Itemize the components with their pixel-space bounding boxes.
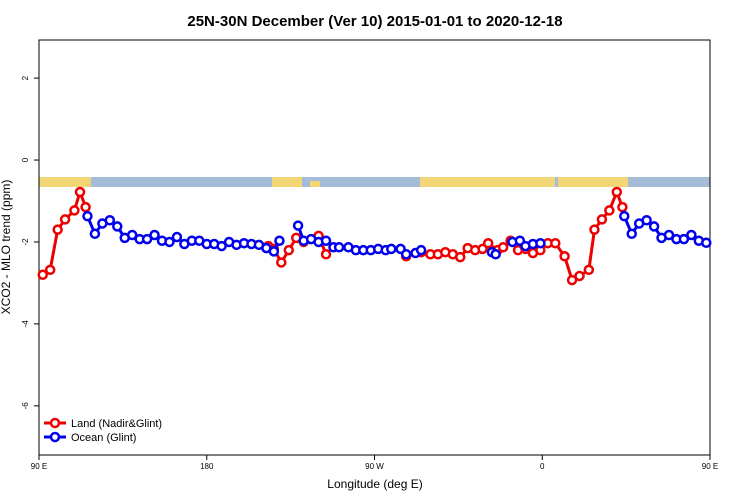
data-point (701, 237, 712, 249)
data-point (589, 224, 600, 235)
legend-label: Land (Nadir&Glint) (71, 418, 162, 430)
legend-marker (49, 417, 61, 429)
data-point (171, 231, 183, 243)
data-point (566, 274, 578, 286)
data-point (216, 240, 227, 252)
x-tick-label: 0 (540, 462, 545, 471)
legend: Land (Nadir&Glint) Ocean (Glint) (44, 417, 162, 444)
data-point (550, 237, 561, 249)
data-point (292, 220, 304, 231)
data-point (333, 242, 345, 253)
data-point (559, 251, 570, 262)
data-point (276, 257, 287, 268)
chart-title: 25N-30N December (Ver 10) 2015-01-01 to … (187, 13, 562, 30)
data-point (283, 244, 295, 256)
data-point (604, 205, 615, 216)
data-point (686, 229, 697, 241)
data-point (268, 246, 280, 257)
data-point (104, 215, 116, 226)
y-tick-label: -2 (21, 238, 30, 246)
data-point (583, 264, 595, 276)
data-point (454, 251, 466, 263)
legend-label: Ocean (Glint) (71, 432, 136, 444)
data-point (59, 214, 71, 225)
data-point (80, 201, 91, 213)
y-tick-label: -6 (21, 402, 30, 410)
data-point (386, 243, 397, 255)
data-point (37, 269, 48, 280)
data-point (482, 237, 494, 249)
data-point (596, 214, 608, 225)
data-point (149, 229, 160, 241)
data-point (626, 228, 637, 240)
data-point (648, 221, 660, 232)
y-axis-label: XCO2 - MLO trend (ppm) (0, 180, 13, 315)
data-point (320, 235, 332, 246)
data-point (490, 249, 501, 260)
data-point (52, 224, 63, 235)
data-point (126, 229, 138, 241)
x-tick-label: 90 E (702, 462, 718, 471)
data-point (82, 210, 93, 222)
data-point (112, 221, 123, 232)
y-tick-label: 2 (21, 75, 30, 80)
data-point (89, 228, 101, 240)
data-point (641, 215, 652, 226)
data-point (74, 186, 86, 198)
data-point (164, 236, 175, 248)
x-tick-label: 90 E (31, 462, 47, 471)
data-point (574, 270, 585, 282)
data-point (274, 235, 285, 246)
data-point (619, 210, 630, 222)
data-point (497, 242, 509, 253)
data-point (415, 244, 427, 256)
data-point (617, 201, 628, 213)
data-point (611, 186, 623, 198)
data-point (44, 264, 56, 276)
x-tick-label: 180 (200, 462, 214, 471)
data-point (400, 249, 412, 260)
y-tick-label: 0 (21, 157, 30, 162)
x-tick-label: 90 W (365, 462, 384, 471)
x-axis-label: Longitude (deg E) (327, 477, 422, 491)
data-point (141, 233, 153, 245)
data-point (69, 205, 80, 216)
legend-marker (49, 431, 61, 443)
land-ocean-strip (39, 177, 710, 187)
data-point (535, 237, 546, 249)
data-point (678, 233, 690, 245)
data-point (663, 229, 675, 241)
data-point (320, 249, 332, 260)
y-tick-label: -4 (21, 320, 30, 328)
